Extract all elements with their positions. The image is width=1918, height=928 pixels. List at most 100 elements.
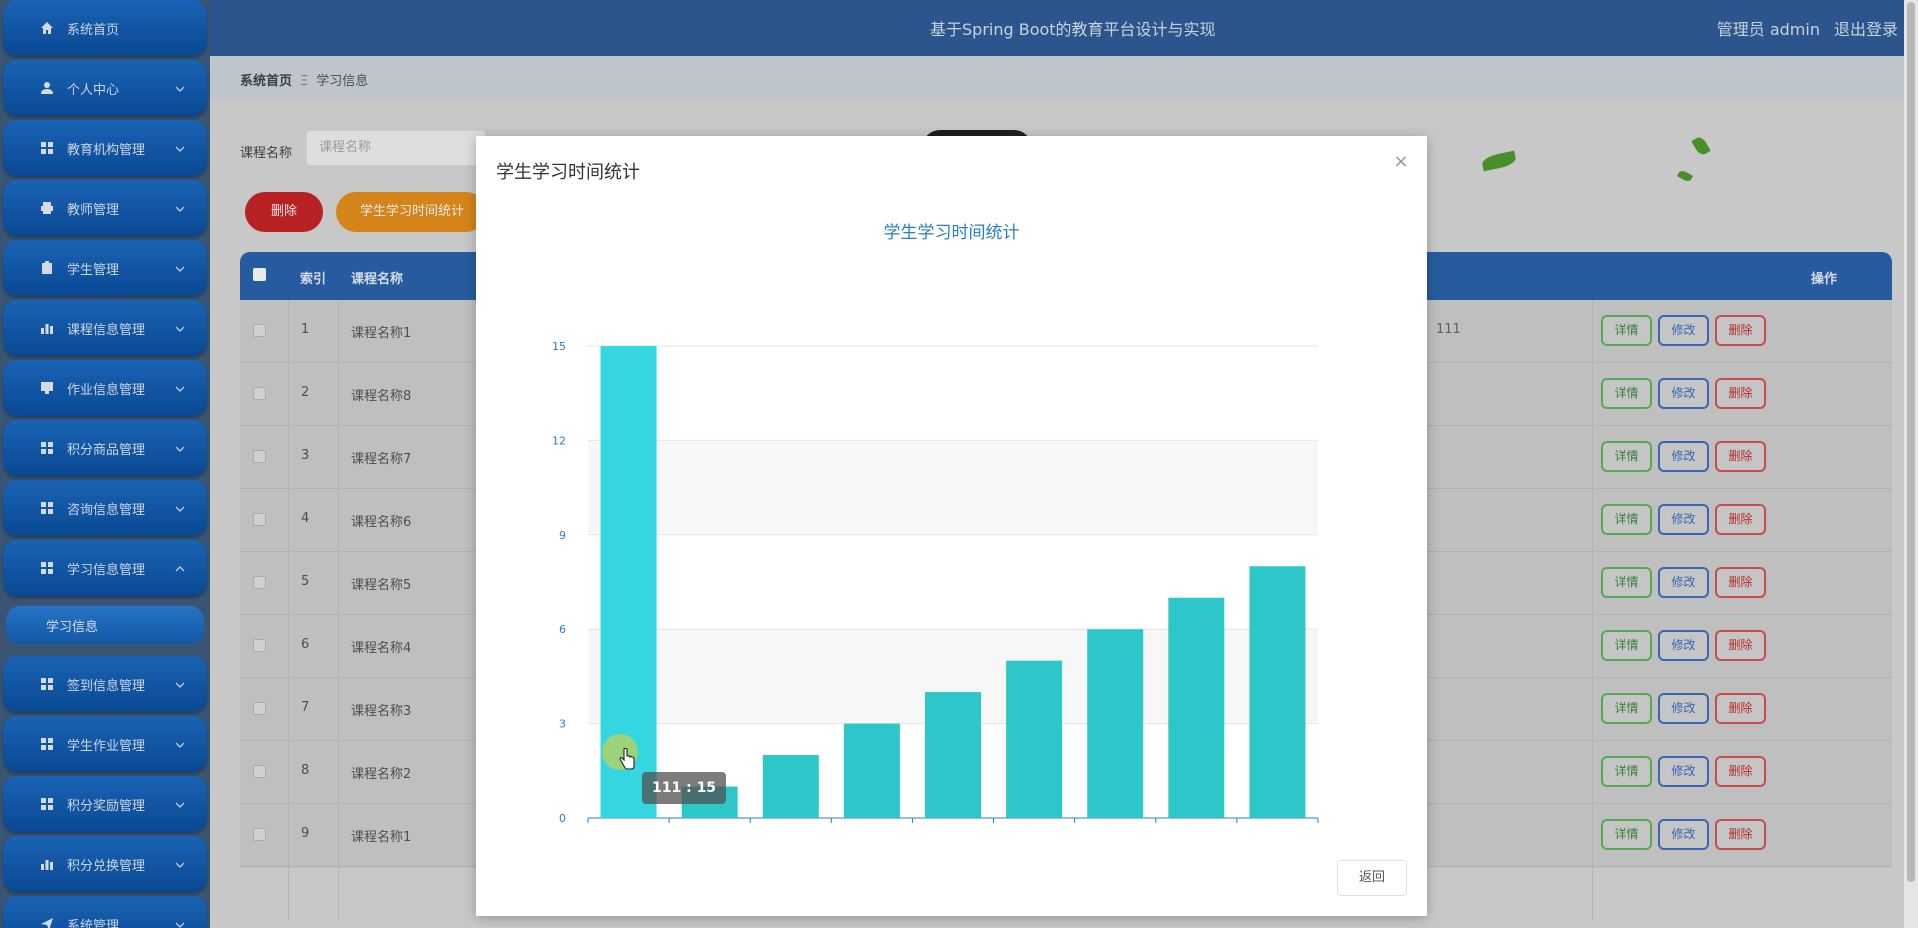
sidebar-item-label: 积分商品管理 bbox=[67, 442, 146, 458]
grid-band bbox=[588, 440, 1318, 535]
delete-button[interactable]: 删除 bbox=[1715, 441, 1766, 472]
select-all-checkbox[interactable] bbox=[253, 268, 266, 281]
detail-button[interactable]: 详情 bbox=[1601, 630, 1652, 661]
sidebar-item[interactable]: 签到信息管理 bbox=[3, 656, 207, 712]
delete-button[interactable]: 删除 bbox=[1715, 630, 1766, 661]
sidebar-subitem-study-info[interactable]: 学习信息 bbox=[6, 606, 204, 644]
delete-button[interactable]: 删除 bbox=[1715, 819, 1766, 850]
sidebar-item-label: 积分兑换管理 bbox=[67, 858, 146, 874]
grid-icon bbox=[40, 737, 54, 751]
row-checkbox[interactable] bbox=[253, 828, 266, 841]
breadcrumb-home[interactable]: 系统首页 bbox=[240, 74, 293, 89]
edit-button[interactable]: 修改 bbox=[1658, 819, 1709, 850]
detail-button[interactable]: 详情 bbox=[1601, 378, 1652, 409]
sidebar-item[interactable]: 咨询信息管理 bbox=[3, 480, 207, 536]
sidebar-item[interactable]: 教育机构管理 bbox=[3, 120, 207, 176]
sidebar-item[interactable]: 学生作业管理 bbox=[3, 716, 207, 772]
header-index: 索引 bbox=[300, 272, 327, 287]
row-course-name: 课程名称8 bbox=[351, 389, 412, 404]
sidebar-item[interactable]: 作业信息管理 bbox=[3, 360, 207, 416]
row-actions: 详情 修改 删除 bbox=[1601, 693, 1766, 724]
delete-button[interactable]: 删除 bbox=[1715, 693, 1766, 724]
detail-button[interactable]: 详情 bbox=[1601, 756, 1652, 787]
row-index: 3 bbox=[301, 448, 310, 463]
detail-button[interactable]: 详情 bbox=[1601, 567, 1652, 598]
grid-icon bbox=[40, 441, 54, 455]
row-course-name: 课程名称5 bbox=[351, 578, 412, 593]
edit-button[interactable]: 修改 bbox=[1658, 567, 1709, 598]
detail-button[interactable]: 详情 bbox=[1601, 441, 1652, 472]
chevron-down-icon bbox=[175, 263, 185, 273]
monitor-icon bbox=[40, 381, 54, 395]
chart-tooltip: 111 : 15 bbox=[642, 772, 727, 804]
y-tick-label: 15 bbox=[552, 340, 566, 353]
search-input[interactable]: 课程名称 bbox=[306, 130, 486, 166]
study-time-stat-button[interactable]: 学生学习时间统计 bbox=[336, 192, 486, 232]
back-button[interactable]: 返回 bbox=[1337, 860, 1407, 896]
edit-button[interactable]: 修改 bbox=[1658, 378, 1709, 409]
sidebar-item[interactable]: 个人中心 bbox=[3, 60, 207, 116]
sidebar-item[interactable]: 教师管理 bbox=[3, 180, 207, 236]
sidebar-item[interactable]: 积分商品管理 bbox=[3, 420, 207, 476]
column-divider bbox=[288, 300, 289, 920]
chevron-down-icon bbox=[175, 919, 185, 928]
row-checkbox[interactable] bbox=[253, 450, 266, 463]
sidebar-item[interactable]: 积分兑换管理 bbox=[3, 836, 207, 892]
row-checkbox[interactable] bbox=[253, 639, 266, 652]
sidebar-item-label: 学生管理 bbox=[67, 262, 120, 278]
delete-button[interactable]: 删除 bbox=[1715, 315, 1766, 346]
sidebar-item-label: 作业信息管理 bbox=[67, 382, 146, 398]
detail-button[interactable]: 详情 bbox=[1601, 693, 1652, 724]
row-checkbox[interactable] bbox=[253, 324, 266, 337]
row-actions: 详情 修改 删除 bbox=[1601, 567, 1766, 598]
stat-modal: 学生学习时间统计 × 学生学习时间统计 0 3 6 9 12 15 111 学号1 学号2 学号3… bbox=[476, 136, 1427, 916]
batch-delete-button[interactable]: 删除 bbox=[245, 192, 323, 232]
delete-button[interactable]: 删除 bbox=[1715, 756, 1766, 787]
row-checkbox[interactable] bbox=[253, 765, 266, 778]
row-checkbox[interactable] bbox=[253, 576, 266, 589]
scrollbar-thumb[interactable] bbox=[1907, 2, 1915, 882]
close-icon[interactable]: × bbox=[1393, 151, 1409, 172]
sidebar-item-label: 教育机构管理 bbox=[67, 142, 146, 158]
edit-button[interactable]: 修改 bbox=[1658, 315, 1709, 346]
row-checkbox[interactable] bbox=[253, 513, 266, 526]
edit-button[interactable]: 修改 bbox=[1658, 504, 1709, 535]
delete-button[interactable]: 删除 bbox=[1715, 378, 1766, 409]
detail-button[interactable]: 详情 bbox=[1601, 504, 1652, 535]
page-scrollbar[interactable] bbox=[1904, 0, 1918, 928]
row-checkbox[interactable] bbox=[253, 387, 266, 400]
delete-button[interactable]: 删除 bbox=[1715, 567, 1766, 598]
chevron-up-icon bbox=[175, 563, 185, 573]
row-course-name: 课程名称1 bbox=[351, 326, 412, 341]
bar bbox=[762, 755, 819, 818]
sidebar-item[interactable]: 学生管理 bbox=[3, 240, 207, 296]
edit-button[interactable]: 修改 bbox=[1658, 693, 1709, 724]
sidebar-item[interactable]: 系统首页 bbox=[3, 0, 207, 56]
row-checkbox[interactable] bbox=[253, 702, 266, 715]
detail-button[interactable]: 详情 bbox=[1601, 315, 1652, 346]
edit-button[interactable]: 修改 bbox=[1658, 756, 1709, 787]
edit-button[interactable]: 修改 bbox=[1658, 630, 1709, 661]
chevron-down-icon bbox=[175, 799, 185, 809]
sidebar-item[interactable]: 课程信息管理 bbox=[3, 300, 207, 356]
bar bbox=[1249, 566, 1306, 818]
row-extra-value: 111 bbox=[1436, 322, 1461, 337]
row-index: 5 bbox=[301, 574, 310, 589]
x-tick-label: 学号8 bbox=[1263, 824, 1292, 826]
sidebar-item[interactable]: 积分奖励管理 bbox=[3, 776, 207, 832]
edit-button[interactable]: 修改 bbox=[1658, 441, 1709, 472]
row-course-name: 课程名称4 bbox=[351, 641, 412, 656]
y-tick-label: 12 bbox=[552, 434, 566, 447]
delete-button[interactable]: 删除 bbox=[1715, 504, 1766, 535]
user-icon bbox=[40, 81, 54, 95]
sidebar-item-label: 个人中心 bbox=[67, 82, 120, 98]
sidebar-item-label: 咨询信息管理 bbox=[67, 502, 146, 518]
bar bbox=[925, 692, 981, 818]
sidebar-item[interactable]: 系统管理 bbox=[3, 896, 207, 928]
sidebar-item[interactable]: 学习信息管理 bbox=[3, 540, 207, 596]
logout-link[interactable]: 退出登录 bbox=[1833, 20, 1898, 39]
column-divider bbox=[1592, 300, 1593, 920]
clipboard-icon bbox=[40, 261, 54, 275]
detail-button[interactable]: 详情 bbox=[1601, 819, 1652, 850]
row-index: 2 bbox=[301, 385, 310, 400]
